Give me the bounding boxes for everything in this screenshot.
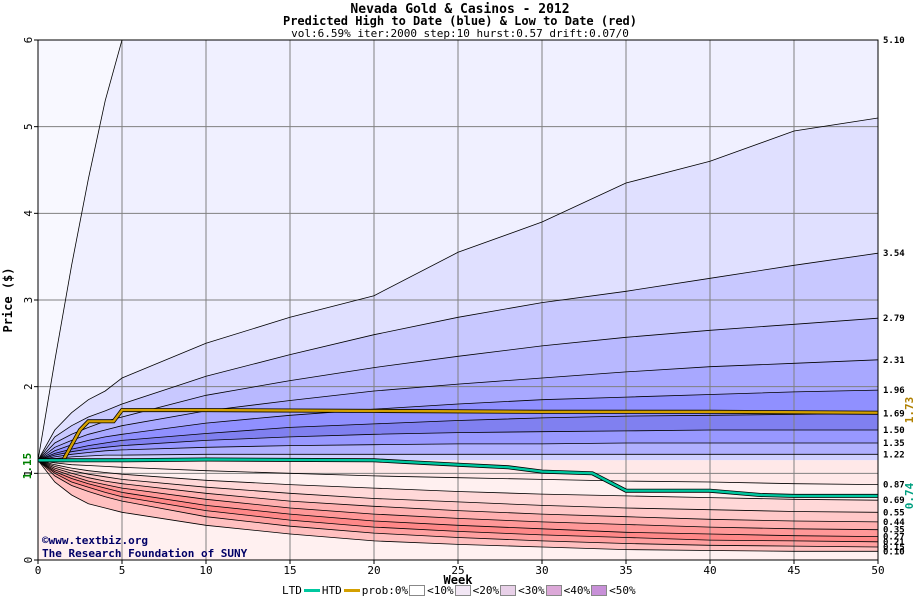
y-axis-label: Price ($) <box>1 267 15 332</box>
band-high-line-8 <box>37 442 878 461</box>
band-low-line-2 <box>37 459 879 513</box>
start-price-label: 1.15 <box>21 453 34 480</box>
band-low-line-0 <box>37 459 879 485</box>
band-end-label-8: 1.35 <box>883 439 905 449</box>
band-high-2 <box>38 253 878 461</box>
series-htd <box>38 408 879 462</box>
x-tick-label-0: 0 <box>35 564 42 577</box>
legend-bin-swatch-3 <box>545 585 562 596</box>
copyright-icon: © <box>42 534 49 547</box>
legend-bin-4: <50% <box>609 584 636 597</box>
y-axis-ticks: 0 1 2 3 4 5 6 <box>22 37 38 564</box>
legend-bin-swatch-4 <box>591 585 608 596</box>
band-high-line-1 <box>37 117 879 461</box>
band-end-label-12: 0.55 <box>883 508 905 518</box>
chart-title: Nevada Gold & Casinos - 2012 <box>350 2 570 17</box>
simulation-params: vol:6.59% iter:2000 step:10 hurst:0.57 d… <box>291 27 629 40</box>
watermark-url: www.textbiz.org <box>48 534 148 547</box>
band-high-3 <box>38 318 878 461</box>
x-tick-label-5: 25 <box>451 564 464 577</box>
band-end-label-11: 0.69 <box>883 496 905 506</box>
series-ltd <box>38 458 878 498</box>
y-tick-label-0: 0 <box>22 557 35 564</box>
band-end-label-6: 1.69 <box>883 410 905 420</box>
band-low-line-5 <box>37 459 879 537</box>
band-end-label-0: 5.10 <box>883 36 905 46</box>
watermark: ©www.textbiz.org The Research Foundation… <box>42 534 247 560</box>
y-tick-label-1: 1 <box>22 470 35 477</box>
legend-ltd-swatch <box>303 589 320 592</box>
legend-ltd-label: LTD <box>282 584 302 597</box>
x-tick-label-10: 50 <box>871 564 884 577</box>
band-end-label-15: 0.27 <box>883 533 905 543</box>
band-low-line-3 <box>37 459 879 523</box>
band-end-label-7: 1.50 <box>883 426 905 436</box>
band-low-line-4 <box>37 459 879 531</box>
chart-subtitle: Predicted High to Date (blue) & Low to D… <box>282 14 637 28</box>
x-tick-label-3: 15 <box>283 564 296 577</box>
legend-bin-swatch-1 <box>454 585 471 596</box>
band-high-line-7 <box>37 429 878 461</box>
band-high-7 <box>38 430 878 461</box>
band-low-bottom <box>38 460 878 560</box>
band-end-label-2: 3.54 <box>883 249 905 259</box>
band-low-7 <box>38 460 878 552</box>
legend-htd-swatch <box>343 589 360 592</box>
watermark-org: The Research Foundation of SUNY <box>42 547 248 560</box>
y-tick-label-5: 5 <box>22 123 35 130</box>
y-tick-label-6: 6 <box>22 37 35 44</box>
legend-bin-2: <30% <box>518 584 545 597</box>
legend-bin-0: <10% <box>427 584 454 597</box>
y-tick-label-4: 4 <box>22 210 35 217</box>
band-end-label-18: 0.10 <box>883 547 905 557</box>
ltd-final-label: 0.74 <box>903 482 916 509</box>
band-end-label-5: 1.96 <box>883 386 905 396</box>
htd-final-label: 1.73 <box>903 397 916 424</box>
band-high-6 <box>38 413 878 461</box>
band-low-line-6 <box>37 459 879 543</box>
band-high-line-5 <box>37 389 879 461</box>
x-tick-label-2: 10 <box>199 564 212 577</box>
band-end-label-14: 0.35 <box>883 526 905 536</box>
legend-bin-1: <20% <box>472 584 500 597</box>
x-axis-ticks: 0 5 10 15 20 25 30 35 40 45 50 <box>35 560 885 577</box>
legend-prob-label: prob:0% <box>361 584 409 597</box>
band-high-5 <box>38 390 878 461</box>
band-high-line-6 <box>37 413 879 461</box>
x-tick-label-1: 5 <box>119 564 126 577</box>
y-tick-label-3: 3 <box>22 297 35 304</box>
band-low-line-8 <box>37 460 878 552</box>
band-end-label-13: 0.44 <box>883 518 905 528</box>
band-end-label-3: 2.79 <box>883 314 905 324</box>
legend-bin-swatch-2 <box>500 585 517 596</box>
x-tick-label-6: 30 <box>535 564 548 577</box>
legend-bin-3: <40% <box>563 584 591 597</box>
band-end-label-4: 2.31 <box>883 356 905 366</box>
x-tick-label-8: 40 <box>703 564 716 577</box>
x-tick-label-7: 35 <box>619 564 632 577</box>
band-high-4 <box>38 359 878 461</box>
band-low-line-7 <box>37 460 879 548</box>
band-low-line-1 <box>37 459 879 501</box>
band-low-1 <box>38 460 878 513</box>
y-tick-label-2: 2 <box>22 383 35 390</box>
x-axis-label: Week <box>444 573 474 587</box>
band-end-label-9: 1.22 <box>883 450 905 460</box>
legend: LTD HTD prob:0% <10% <20% <30% <40% <50% <box>282 584 636 597</box>
x-tick-label-4: 20 <box>367 564 380 577</box>
band-end-label-10: 0.87 <box>883 481 905 491</box>
band-high-line-2 <box>37 252 879 461</box>
legend-bin-swatch-0 <box>409 585 426 596</box>
band-high-line-9 <box>37 453 878 461</box>
band-end-label-17: 0.15 <box>883 543 905 553</box>
x-tick-label-9: 45 <box>787 564 800 577</box>
legend-htd-label: HTD <box>321 584 342 597</box>
band-end-labels: 5.10 3.54 2.79 2.31 1.96 1.69 1.50 1.351.22 0.87… <box>883 36 905 557</box>
band-end-label-16: 0.21 <box>883 538 905 548</box>
